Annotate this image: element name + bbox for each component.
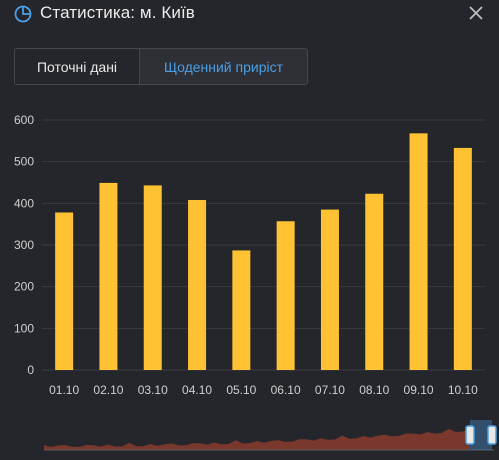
tab-current-data[interactable]: Поточні дані [15,49,140,84]
navigator-canvas [44,420,497,451]
bar-04.10[interactable] [188,200,207,370]
x-tick-label: 08.10 [359,383,389,397]
window-title: Статистика: м. Київ [40,3,195,22]
x-tick-label: 03.10 [138,383,168,397]
y-tick-label: 500 [14,155,34,169]
navigator-left-handle[interactable] [465,425,475,445]
y-tick-label: 300 [14,238,34,252]
bar-07.10[interactable] [320,209,339,370]
chart-canvas: 0 100 200 300 400 500 600 01.10 02.10 03.10 04.10 0… [14,113,485,397]
tab-daily-growth[interactable]: Щоденний приріст [140,49,307,84]
x-tick-label: 06.10 [271,383,301,397]
daily-growth-chart: 0 100 200 300 400 500 600 01.10 02.10 03.10 04.10 0… [0,100,499,410]
bar-09.10[interactable] [409,133,428,370]
y-tick-label: 100 [14,321,34,335]
bar-06.10[interactable] [276,221,295,370]
x-tick-label: 04.10 [182,383,212,397]
chart-navigator[interactable] [0,414,499,455]
x-tick-label: 01.10 [49,383,79,397]
y-tick-label: 200 [14,280,34,294]
bar-03.10[interactable] [143,185,162,370]
navigator-area [44,429,470,450]
x-tick-label: 07.10 [315,383,345,397]
x-tick-label: 05.10 [226,383,256,397]
bar-08.10[interactable] [365,193,384,370]
y-tick-label: 400 [14,196,34,210]
tab-switcher: Поточні дані Щоденний приріст [14,48,308,85]
x-tick-label: 02.10 [93,383,123,397]
bar-05.10[interactable] [232,250,251,370]
close-icon[interactable] [466,3,486,23]
bar-10.10[interactable] [453,147,472,370]
x-tick-label: 09.10 [404,383,434,397]
y-tick-label: 0 [27,363,34,377]
navigator-selection[interactable] [470,420,492,450]
bar-02.10[interactable] [99,182,118,370]
window-header: Статистика: м. Київ [0,0,499,30]
y-tick-label: 600 [14,113,34,127]
x-tick-label: 10.10 [448,383,478,397]
navigator-right-handle[interactable] [487,425,497,445]
pie-chart-icon [14,5,32,23]
bar-01.10[interactable] [55,212,74,371]
